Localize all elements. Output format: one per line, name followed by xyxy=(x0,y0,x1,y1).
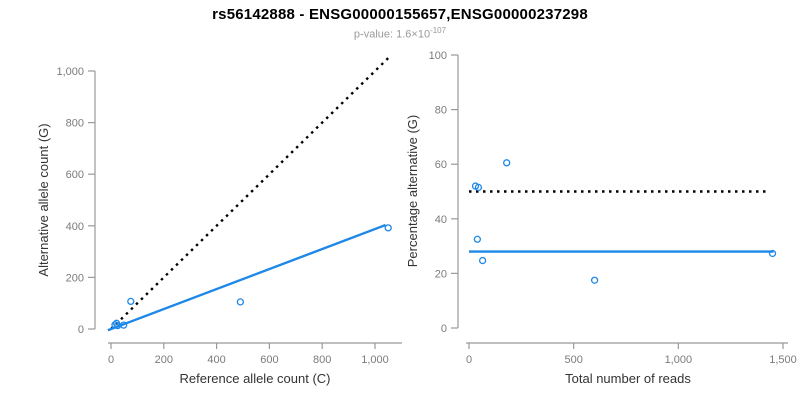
left-plot-y-title: Alternative allele count (G) xyxy=(36,123,51,276)
right-plot-y-tick-label: 60 xyxy=(435,159,447,171)
left-plot-point xyxy=(120,321,128,329)
left-plot-point xyxy=(236,298,245,306)
left-plot-point xyxy=(384,224,392,232)
right-plot-y-title: Percentage alternative (G) xyxy=(405,115,420,267)
right-plot-x-tick-label: 1,500 xyxy=(769,354,797,366)
right-plot-x-tick-label: 1,000 xyxy=(665,354,693,366)
left-plot-x-tick-label: 400 xyxy=(207,354,225,366)
right-plot-x-title: Total number of reads xyxy=(565,371,691,386)
left-plot-x-tick-label: 600 xyxy=(260,354,278,366)
right-plot-point xyxy=(768,249,777,258)
right-plot-y-tick-label: 40 xyxy=(435,214,447,226)
right-plot-point xyxy=(473,235,482,243)
pvalue-text: p-value: 1.6×10 xyxy=(353,28,431,41)
right-plot-point xyxy=(478,256,487,265)
left-plot: 0 200 400 600 800 1,000 0 200 400 600 800 1,000 Refe… xyxy=(36,55,402,386)
right-plot-point xyxy=(590,276,599,284)
right-plot-x-tick-label: 0 xyxy=(466,354,472,366)
left-plot-x-tick-label: 800 xyxy=(313,354,331,366)
left-plot-y-tick-label: 0 xyxy=(78,324,84,336)
right-plot: 0 20 40 60 80 100 0 500 1,000 1,500 Total number o… xyxy=(405,50,797,386)
left-plot-x-tick-label: 1,000 xyxy=(361,354,389,366)
identity-line xyxy=(110,55,391,330)
left-plot-y-tick-label: 600 xyxy=(66,169,84,181)
left-plot-y-tick-label: 1,000 xyxy=(56,66,84,78)
right-plot-y-tick-label: 20 xyxy=(435,268,447,280)
right-plot-y-tick-label: 0 xyxy=(441,323,447,335)
pvalue-exponent: -107 xyxy=(430,26,447,35)
left-plot-y-tick-label: 800 xyxy=(66,118,84,130)
right-plot-y-tick-label: 100 xyxy=(429,50,447,62)
left-plot-point xyxy=(127,297,135,306)
right-plot-y-tick-label: 80 xyxy=(435,105,447,117)
pvalue-subtitle: p-value: 1.6×10-107 xyxy=(0,26,800,41)
left-plot-y-tick-label: 200 xyxy=(66,272,84,284)
left-plot-x-tick-label: 0 xyxy=(108,354,114,366)
regression-line xyxy=(107,223,386,332)
plot-title: rs56142888 - ENSG00000155657,ENSG0000023… xyxy=(212,6,588,23)
right-plot-point xyxy=(503,159,511,167)
right-plot-x-tick-label: 500 xyxy=(564,354,582,366)
left-plot-x-title: Reference allele count (C) xyxy=(179,371,330,386)
left-plot-y-tick-label: 400 xyxy=(66,221,84,233)
right-plot-point xyxy=(474,183,483,192)
left-plot-x-tick-label: 200 xyxy=(155,354,173,366)
